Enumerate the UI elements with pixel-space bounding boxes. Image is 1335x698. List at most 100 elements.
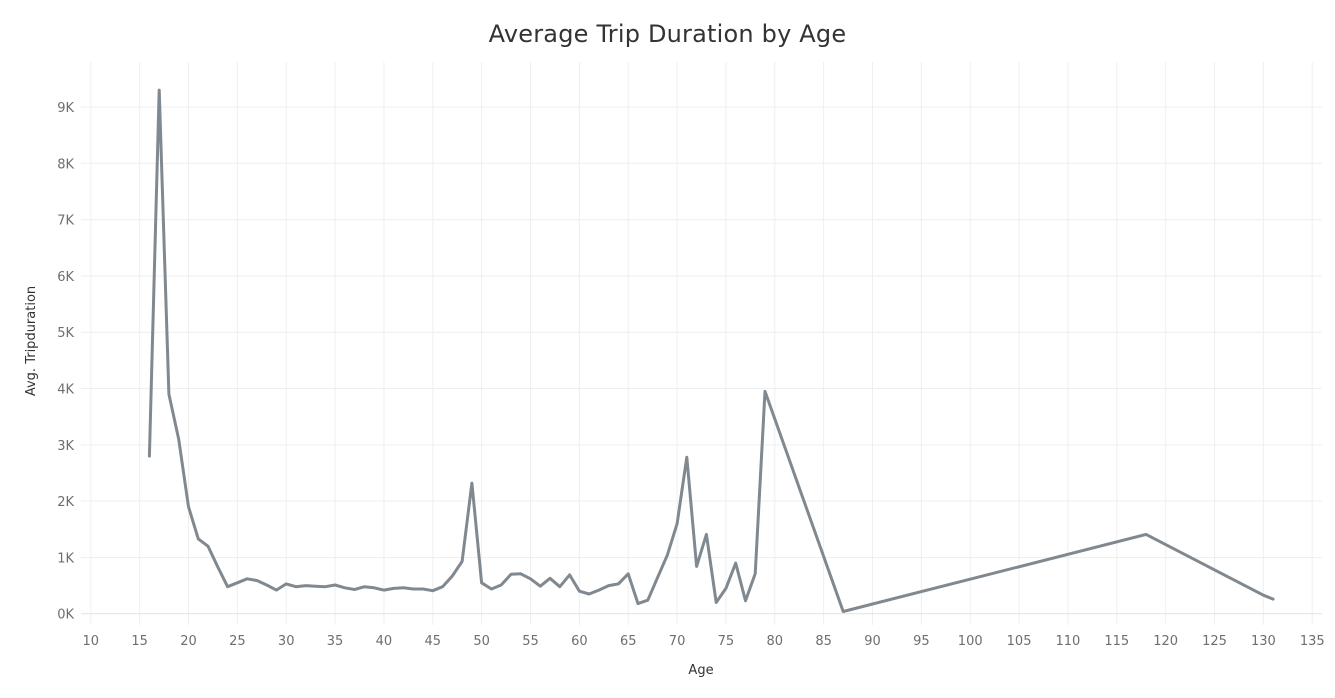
data-point[interactable] [606,583,612,589]
x-tick-label: 50 [473,634,490,649]
data-point[interactable] [694,563,700,569]
data-point[interactable] [371,585,377,591]
data-point[interactable] [303,583,309,589]
data-point[interactable] [498,582,504,588]
data-point[interactable] [381,587,387,593]
x-axis-label: Age [688,663,713,678]
data-point[interactable] [586,591,592,597]
data-point[interactable] [1260,592,1266,598]
x-tick-label: 85 [815,634,832,649]
data-point[interactable] [352,587,358,593]
data-point[interactable] [615,581,621,587]
series-layer [146,87,1276,615]
data-point[interactable] [205,543,211,549]
x-tick-label: 20 [180,634,197,649]
data-point[interactable] [332,582,338,588]
data-point[interactable] [547,575,553,581]
y-tick-label: 4K [57,383,74,398]
x-tick-label: 75 [718,634,735,649]
data-point[interactable] [166,391,172,397]
x-tick-label: 70 [669,634,686,649]
data-point[interactable] [469,480,475,486]
data-point[interactable] [449,573,455,579]
x-tick-label: 95 [913,634,930,649]
data-point[interactable] [684,454,690,460]
data-point[interactable] [430,588,436,594]
x-tick-label: 40 [376,634,393,649]
x-tick-label: 35 [327,634,344,649]
data-point[interactable] [625,571,631,577]
data-point[interactable] [186,504,192,510]
data-point[interactable] [313,583,319,589]
data-point[interactable] [322,584,328,590]
data-point[interactable] [762,388,768,394]
x-tick-label: 115 [1104,634,1129,649]
data-point[interactable] [1143,531,1149,537]
x-tick-label: 80 [767,634,784,649]
series-line[interactable] [147,88,1275,613]
data-point[interactable] [733,560,739,566]
y-tick-label: 1K [57,551,74,566]
data-point[interactable] [703,531,709,537]
data-point[interactable] [508,571,514,577]
data-point[interactable] [537,583,543,589]
data-point[interactable] [655,575,661,581]
data-point[interactable] [1270,596,1276,602]
y-tick-label: 7K [57,214,74,229]
data-point[interactable] [488,586,494,592]
data-point[interactable] [420,586,426,592]
data-point[interactable] [518,571,524,577]
data-point[interactable] [156,87,162,93]
data-point[interactable] [401,585,407,591]
data-point[interactable] [635,601,641,607]
data-point[interactable] [557,584,563,590]
data-point[interactable] [225,584,231,590]
x-tick-label: 15 [131,634,148,649]
x-tick-label: 100 [958,634,983,649]
x-tick-label: 60 [571,634,588,649]
data-point[interactable] [146,453,152,459]
data-point[interactable] [645,597,651,603]
data-point[interactable] [342,585,348,591]
x-tick-label: 125 [1202,634,1227,649]
y-tick-label: 9K [57,101,74,116]
data-point[interactable] [361,584,367,590]
data-point[interactable] [723,585,729,591]
data-point[interactable] [713,600,719,606]
data-point[interactable] [293,584,299,590]
data-point[interactable] [410,586,416,592]
data-point[interactable] [244,576,250,582]
data-point[interactable] [576,588,582,594]
data-point[interactable] [254,578,260,584]
data-point[interactable] [752,571,758,577]
data-point[interactable] [567,572,573,578]
data-point[interactable] [273,587,279,593]
data-point[interactable] [391,585,397,591]
data-point[interactable] [596,587,602,593]
x-tick-label: 30 [278,634,295,649]
data-point[interactable] [479,580,485,586]
data-point[interactable] [440,584,446,590]
x-tick-label: 90 [864,634,881,649]
data-point[interactable] [528,576,534,582]
data-point[interactable] [840,609,846,615]
x-tick-label: 65 [620,634,637,649]
x-tick-label: 130 [1251,634,1276,649]
y-tick-label: 3K [57,439,74,454]
axes: 10 15 20 25 30 35 40 45 50 55 60 65 70 75 80 85 90 95 100 1… [57,101,1324,649]
data-point[interactable] [283,581,289,587]
x-tick-label: 55 [522,634,539,649]
data-point[interactable] [264,582,270,588]
data-point[interactable] [195,536,201,542]
data-point[interactable] [743,598,749,604]
data-point[interactable] [459,558,465,564]
data-point[interactable] [176,436,182,442]
data-point[interactable] [664,552,670,558]
data-point[interactable] [215,564,221,570]
data-point[interactable] [234,580,240,586]
x-tick-label: 105 [1007,634,1032,649]
data-point[interactable] [674,521,680,527]
y-tick-label: 2K [57,495,74,510]
